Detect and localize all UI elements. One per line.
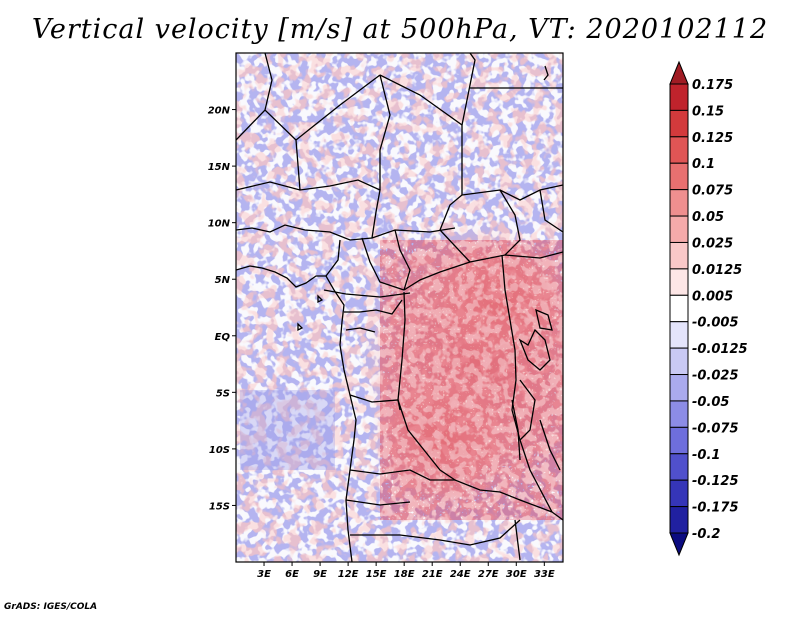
lon-tick-label: 3E [257, 569, 271, 580]
colorbar-label: 0.075 [692, 184, 733, 199]
colorbar-box [669, 506, 689, 534]
lat-tick-label: 15N [208, 162, 231, 173]
colorbar-box [669, 321, 689, 349]
lon-tick-label: 33E [534, 569, 555, 580]
colorbar-box [669, 479, 689, 508]
lat-tick-label: 5N [215, 275, 231, 286]
colorbar-label: 0.0125 [692, 263, 742, 278]
colorbar-box [669, 374, 689, 402]
colorbar-box [669, 136, 689, 164]
colorbar-box [669, 453, 689, 481]
colorbar-label: 0.005 [692, 289, 733, 304]
colorbar-label: 0.025 [692, 236, 733, 251]
colorbar-label: -0.005 [692, 316, 739, 331]
lon-tick-label: 9E [313, 569, 327, 580]
colorbar-label: 0.1 [692, 157, 715, 172]
colorbar-label: -0.05 [692, 395, 729, 410]
colorbar-box [669, 109, 689, 138]
colorbar-label: 0.125 [692, 131, 733, 146]
lat-tick-label: 15S [209, 501, 230, 512]
colorbar-label: 0.05 [692, 210, 724, 225]
longitude-axis: 3E 6E 9E 12E 15E 18E 21E 24E 27E 30E 33E [257, 562, 555, 580]
map-title: Vertical velocity [m/s] at 500hPa, VT: 2… [31, 14, 769, 45]
lat-tick-label: EQ [215, 332, 231, 343]
colorbar-boxes [669, 60, 689, 557]
map-frame [235, 52, 564, 563]
lon-tick-label: 6E [285, 569, 299, 580]
colorbar-label: -0.025 [692, 369, 739, 384]
lat-tick-label: 5S [216, 388, 230, 399]
lon-tick-label: 15E [366, 569, 387, 580]
colorbar-box [669, 83, 689, 111]
colorbar-label: 0.175 [692, 78, 733, 93]
colorbar-labels: 0.175 0.15 0.125 0.1 0.075 0.05 0.025 0.0125 0.0… [692, 78, 748, 542]
colorbar-label: 0.15 [692, 104, 724, 119]
colorbar-box [669, 268, 689, 296]
colorbar-box [669, 162, 689, 191]
colorbar-label: -0.075 [692, 421, 739, 436]
lat-tick-label: 10N [208, 219, 231, 230]
colorbar-label: -0.0125 [692, 342, 748, 357]
lon-tick-label: 18E [394, 569, 415, 580]
colorbar-box [669, 347, 689, 376]
lon-tick-label: 21E [422, 569, 443, 580]
colorbar-box [669, 400, 689, 428]
colorbar-label: -0.125 [692, 474, 739, 489]
lon-tick-label: 12E [338, 569, 359, 580]
colorbar-label: -0.2 [692, 527, 720, 542]
lon-tick-label: 27E [478, 569, 499, 580]
colorbar-label: -0.175 [692, 501, 739, 516]
lon-tick-label: 30E [506, 569, 527, 580]
grads-credit: GrADS: IGES/COLA [4, 602, 98, 612]
lat-tick-label: 20N [208, 106, 231, 117]
colorbar-box [669, 294, 689, 323]
colorbar-box [669, 241, 689, 270]
colorbar-box [669, 426, 689, 455]
colorbar-box [669, 189, 689, 217]
colorbar-box [669, 215, 689, 243]
lon-tick-label: 24E [450, 569, 471, 580]
coastlines-and-borders [236, 53, 563, 562]
colorbar-top-arrow [669, 60, 689, 85]
colorbar-label: -0.1 [692, 448, 720, 463]
lat-tick-label: 10S [209, 445, 230, 456]
colorbar-bottom-arrow [669, 532, 689, 557]
latitude-axis: 20N 15N 10N 5N EQ 5S 10S 15S [208, 106, 236, 512]
